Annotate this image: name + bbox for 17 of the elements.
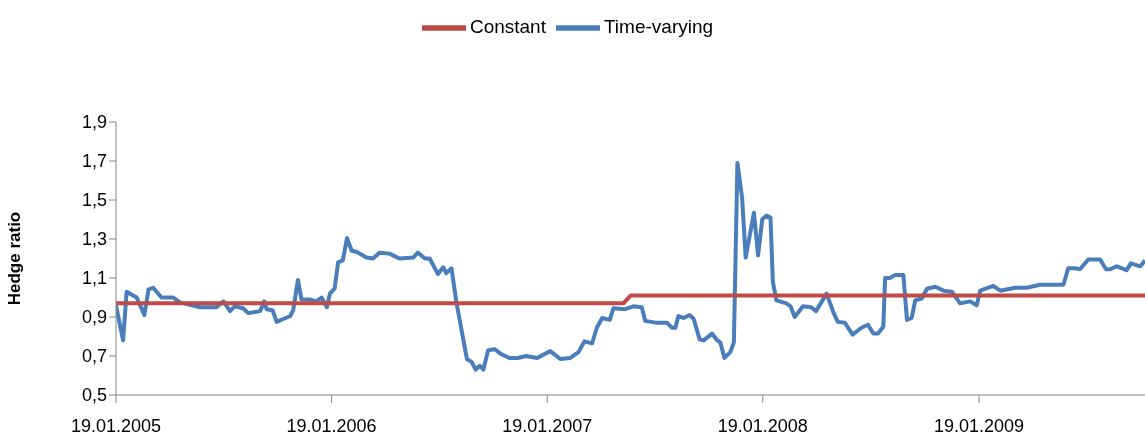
x-tick-label: 19.01.2009: [933, 415, 1025, 436]
y-axis-title: Hedge ratio: [5, 211, 25, 306]
x-tick-label: 19.01.2006: [286, 415, 377, 436]
legend-label: Time-varying: [603, 16, 714, 38]
y-tick-label: 1,5: [81, 190, 107, 211]
y-tick-label: 0,5: [81, 385, 107, 406]
y-tick-label: 1,1: [81, 268, 107, 289]
legend-label: Constant: [469, 16, 546, 38]
y-tick-label: 0,7: [81, 346, 107, 367]
y-tick-label: 0,9: [81, 307, 107, 328]
x-tick-label: 19.01.2005: [70, 415, 162, 436]
x-tick-label: 19.01.2008: [717, 415, 808, 436]
y-tick-label: 1,7: [81, 151, 107, 172]
x-tick-label: 19.01.2007: [502, 415, 593, 436]
y-tick-label: 1,9: [81, 112, 107, 133]
line-series: [116, 160, 1145, 372]
y-tick-label: 1,3: [81, 229, 107, 250]
